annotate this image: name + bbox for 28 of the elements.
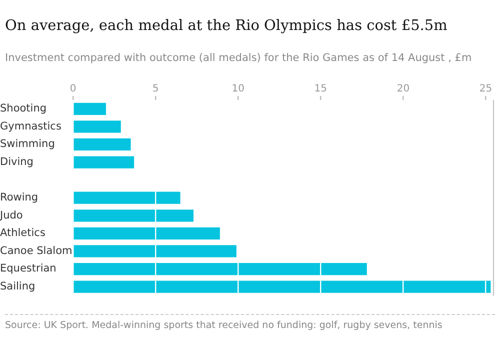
bar <box>74 210 194 222</box>
bar <box>74 192 180 204</box>
source-note: Source: UK Sport. Medal-winning sports that received no funding: golf, rugby sevens, tennis <box>5 314 495 331</box>
chart-title: On average, each medal at the Rio Olympics has cost £5.5m <box>5 18 448 34</box>
y-tick-label: Gymnastics <box>0 120 62 132</box>
y-tick-label: Sailing <box>0 280 36 293</box>
x-tick-label: 15 <box>314 84 328 95</box>
y-tick-label: Athletics <box>0 227 46 240</box>
bar <box>74 280 491 293</box>
y-tick-label: Equestrian <box>0 262 56 275</box>
y-tick-label: Swimming <box>0 138 55 150</box>
bar <box>74 120 121 133</box>
x-tick-label: 10 <box>232 84 244 95</box>
x-tick-label: 0 <box>70 84 76 95</box>
x-tick-label: 5 <box>152 84 159 95</box>
y-tick-label: Canoe Slalom <box>0 244 72 257</box>
bar <box>74 138 131 151</box>
x-tick-label: 20 <box>396 84 410 95</box>
chart-subtitle: Investment compared with outcome (all medals) for the Rio Games as of 14 August , £m <box>5 52 472 64</box>
y-tick-label: Rowing <box>0 192 38 204</box>
bar <box>74 245 236 258</box>
x-tick-label: 25 <box>479 84 492 95</box>
bar <box>74 227 220 240</box>
y-tick-label: Shooting <box>0 102 47 115</box>
y-tick-label: Diving <box>0 156 34 168</box>
bar <box>74 102 106 115</box>
bar <box>74 262 367 276</box>
bar <box>74 156 134 168</box>
